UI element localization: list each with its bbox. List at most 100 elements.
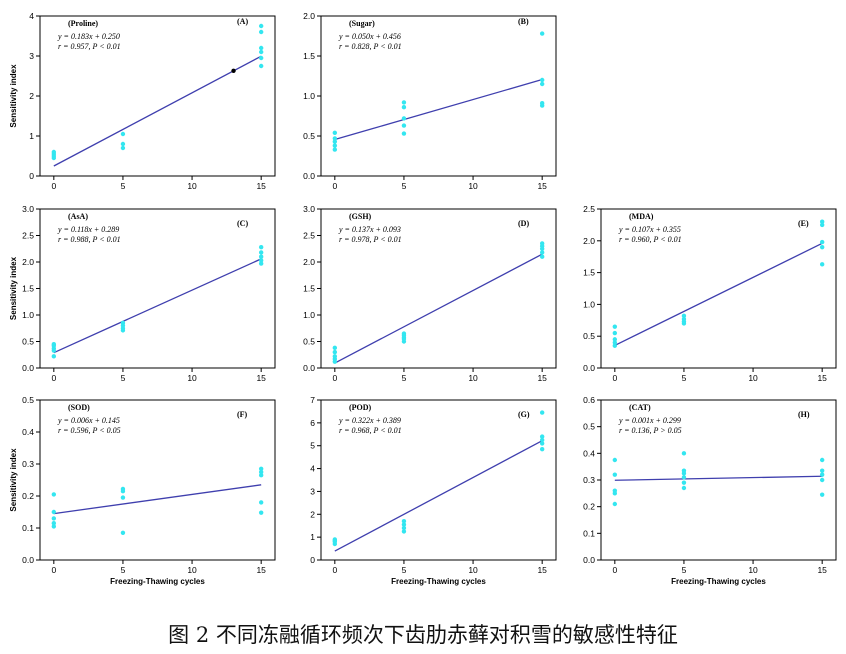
y-tick-label: 2.5 bbox=[22, 231, 34, 241]
y-tick-label: 0 bbox=[310, 555, 315, 565]
x-tick-label: 15 bbox=[256, 373, 266, 383]
chart-title: (Proline) bbox=[68, 19, 98, 28]
y-tick-label: 0.0 bbox=[22, 555, 34, 565]
y-tick-label: 5 bbox=[310, 441, 315, 451]
y-tick-label: 7 bbox=[310, 395, 315, 405]
data-point bbox=[612, 337, 618, 342]
y-tick-label: 0.4 bbox=[583, 448, 595, 458]
y-tick-label: 0.0 bbox=[583, 363, 595, 373]
y-tick-label: 1.5 bbox=[303, 284, 315, 294]
y-tick-label: 1.0 bbox=[22, 310, 34, 320]
regression-equation: y = 0.137x + 0.093 bbox=[338, 225, 401, 234]
y-tick-label: 1.0 bbox=[303, 91, 315, 101]
y-tick-label: 0.1 bbox=[583, 528, 595, 538]
x-tick-label: 15 bbox=[256, 565, 266, 575]
chart-panel-4: 0.0 0.5 1.0 1.5 2.0 2.5 3.0 0 5 10 15 (GSH) y = 0.13… bbox=[303, 204, 557, 383]
figure-caption: 图 2 不同冻融循环频次下齿肋赤藓对积雪的敏感性特征 bbox=[168, 623, 678, 647]
data-point bbox=[819, 477, 825, 483]
data-point bbox=[51, 341, 57, 347]
regression-line bbox=[53, 258, 262, 354]
data-point bbox=[332, 349, 338, 355]
data-point bbox=[258, 250, 264, 255]
x-tick-label: 5 bbox=[682, 565, 687, 575]
x-tick-label: 10 bbox=[748, 565, 758, 575]
chart-panel-3: 0.0 0.5 1.0 1.5 2.0 2.5 3.0 0 5 10 15 Sensitivity i… bbox=[9, 204, 276, 383]
regression-line bbox=[334, 440, 543, 552]
y-tick-label: 2.5 bbox=[583, 204, 595, 214]
correlation-stats: r = 0.136, P > 0.05 bbox=[619, 426, 682, 435]
data-point bbox=[681, 468, 687, 473]
data-point bbox=[539, 241, 545, 246]
data-point bbox=[539, 254, 545, 259]
panel-label: (F) bbox=[237, 410, 248, 419]
x-tick-label: 10 bbox=[187, 373, 197, 383]
chart-title: (Sugar) bbox=[349, 19, 375, 28]
data-point bbox=[819, 239, 825, 245]
data-point bbox=[612, 501, 618, 507]
y-tick-label: 0.5 bbox=[22, 337, 34, 347]
data-point bbox=[258, 258, 264, 263]
x-tick-label: 15 bbox=[537, 373, 547, 383]
y-tick-label: 1.5 bbox=[583, 268, 595, 278]
data-point bbox=[258, 23, 264, 29]
chart-panel-7: 0 1 2 3 4 5 6 7 0 5 10 15 Freezing-Thawing cycles (PO… bbox=[310, 395, 557, 586]
x-tick-label: 10 bbox=[468, 373, 478, 383]
panel-label: (B) bbox=[518, 17, 529, 26]
panel-label: (D) bbox=[518, 219, 529, 228]
data-point bbox=[539, 441, 545, 446]
chart-panel-2: 0.0 0.5 1.0 1.5 2.0 0 5 10 15 (Sugar) y = 0.050x +… bbox=[303, 11, 557, 191]
data-point bbox=[258, 469, 264, 475]
regression-equation: y = 0.006x + 0.145 bbox=[57, 416, 120, 425]
data-point bbox=[258, 473, 264, 478]
y-tick-label: 3.0 bbox=[303, 204, 315, 214]
x-tick-label: 5 bbox=[121, 373, 126, 383]
x-tick-label: 15 bbox=[817, 373, 827, 383]
y-tick-label: 0.0 bbox=[583, 555, 595, 565]
chart-title: (POD) bbox=[349, 403, 372, 412]
y-tick-label: 1.5 bbox=[22, 284, 34, 294]
x-tick-label: 0 bbox=[332, 181, 337, 191]
data-point bbox=[681, 316, 687, 322]
data-point bbox=[120, 131, 126, 137]
data-point bbox=[120, 486, 126, 492]
x-tick-label: 0 bbox=[612, 565, 617, 575]
y-tick-label: 0.0 bbox=[303, 171, 315, 181]
data-point bbox=[819, 457, 825, 463]
data-point bbox=[612, 330, 618, 336]
data-point bbox=[120, 145, 126, 151]
data-point bbox=[401, 116, 407, 121]
data-point bbox=[612, 488, 618, 493]
data-point bbox=[539, 437, 545, 443]
data-point bbox=[401, 518, 407, 524]
x-tick-label: 0 bbox=[51, 373, 56, 383]
x-tick-label: 15 bbox=[537, 181, 547, 191]
panel-label: (E) bbox=[798, 219, 809, 228]
regression-line bbox=[614, 475, 823, 481]
regression-equation: y = 0.322x + 0.389 bbox=[338, 416, 401, 425]
data-point bbox=[51, 509, 57, 515]
correlation-stats: r = 0.988, P < 0.01 bbox=[58, 235, 121, 244]
plot-frame bbox=[39, 399, 276, 561]
y-axis-title: Sensitivity index bbox=[9, 64, 18, 128]
data-point bbox=[258, 500, 264, 505]
y-tick-label: 0.3 bbox=[583, 475, 595, 485]
data-point bbox=[51, 354, 57, 359]
data-point bbox=[258, 29, 264, 35]
y-tick-label: 3.0 bbox=[22, 204, 34, 214]
data-point bbox=[51, 524, 57, 529]
chart-title: (GSH) bbox=[349, 212, 372, 221]
x-tick-label: 15 bbox=[817, 565, 827, 575]
x-tick-label: 10 bbox=[187, 565, 197, 575]
y-tick-label: 4 bbox=[29, 11, 34, 21]
regression-equation: y = 0.118x + 0.289 bbox=[57, 225, 119, 234]
data-point bbox=[120, 495, 126, 500]
x-tick-label: 15 bbox=[256, 181, 266, 191]
data-point bbox=[819, 472, 825, 477]
x-tick-label: 0 bbox=[51, 565, 56, 575]
y-tick-label: 6 bbox=[310, 418, 315, 428]
y-tick-label: 3 bbox=[310, 486, 315, 496]
data-point bbox=[401, 331, 407, 336]
y-tick-label: 2 bbox=[310, 509, 315, 519]
data-point bbox=[51, 516, 57, 521]
data-point bbox=[539, 434, 545, 439]
